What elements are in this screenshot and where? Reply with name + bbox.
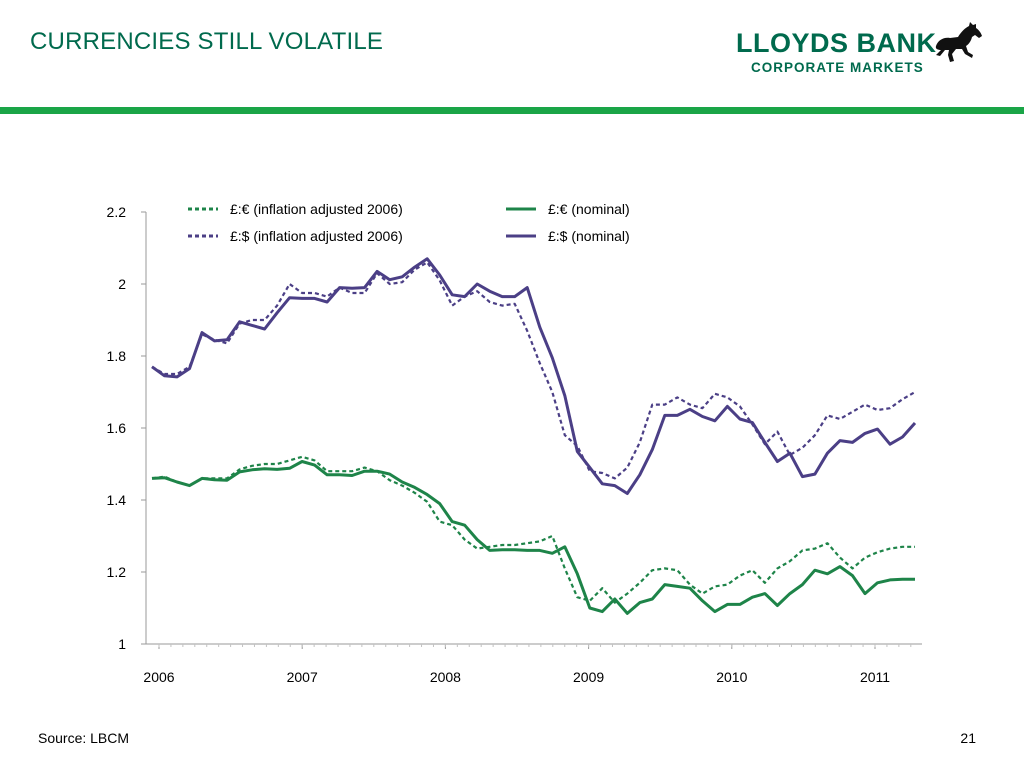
series-line-0 — [151, 455, 915, 604]
x-tick-label: 2009 — [573, 669, 604, 685]
x-tick-label: 2006 — [143, 669, 174, 685]
x-tick-label: 2010 — [716, 669, 747, 685]
legend-label: £:€ (nominal) — [548, 201, 630, 217]
logo-subtitle: CORPORATE MARKETS — [751, 60, 924, 75]
x-tick-label: 2007 — [287, 669, 318, 685]
source-note: Source: LBCM — [38, 730, 130, 746]
lloyds-bank-logo: LLOYDS BANK CORPORATE MARKETS — [736, 20, 996, 80]
x-tick-label: 2008 — [430, 669, 461, 685]
y-tick-label: 1.6 — [107, 420, 127, 436]
legend-label: £:$ (nominal) — [548, 228, 630, 244]
y-tick-label: 1.4 — [107, 492, 127, 508]
slide-title: CURRENCIES STILL VOLATILE — [30, 28, 384, 55]
series-line-1 — [151, 460, 915, 615]
header-divider — [0, 107, 1024, 114]
legend-label: £:€ (inflation adjusted 2006) — [230, 201, 403, 217]
series-line-3 — [151, 257, 917, 495]
y-tick-label: 2.2 — [107, 204, 127, 220]
y-tick-label: 1.2 — [107, 564, 127, 580]
logo-wordmark: LLOYDS BANK — [736, 28, 937, 58]
y-tick-label: 1.8 — [107, 348, 127, 364]
y-tick-label: 1 — [118, 636, 126, 652]
series-line-2 — [151, 261, 916, 480]
y-tick-label: 2 — [118, 276, 126, 292]
x-tick-label: 2011 — [860, 669, 890, 685]
black-horse-icon — [935, 22, 982, 62]
page-number: 21 — [960, 730, 976, 746]
legend-label: £:$ (inflation adjusted 2006) — [230, 228, 403, 244]
